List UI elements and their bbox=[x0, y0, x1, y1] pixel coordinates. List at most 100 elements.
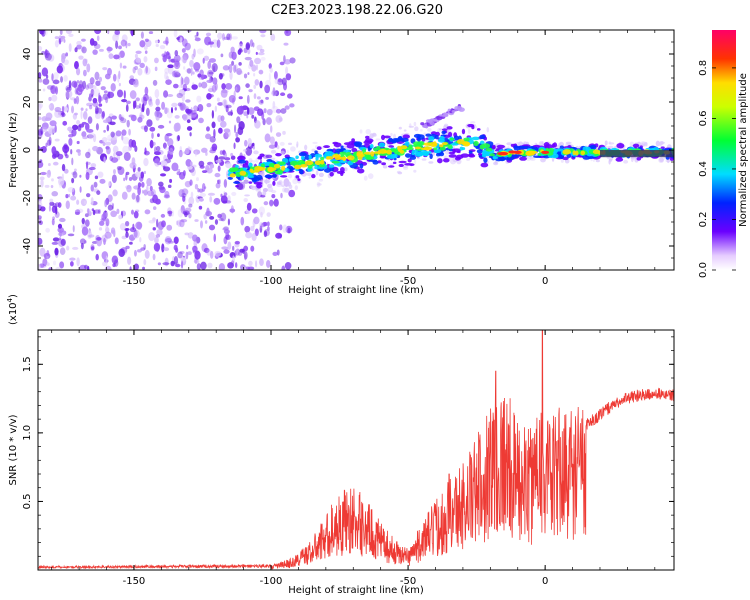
noise-blob bbox=[80, 238, 86, 245]
haze-blob bbox=[565, 141, 572, 144]
ridge-blob bbox=[580, 150, 586, 156]
noise-blob bbox=[196, 177, 199, 182]
y-tick-label: 1.0 bbox=[22, 425, 33, 441]
noise-blob bbox=[161, 243, 165, 253]
ridge-blob bbox=[386, 149, 392, 155]
noise-blob bbox=[115, 151, 123, 157]
noise-blob bbox=[38, 72, 42, 79]
ridge-blob bbox=[496, 144, 505, 149]
noise-blob bbox=[245, 42, 251, 51]
noise-blob bbox=[103, 237, 106, 246]
noise-blob bbox=[245, 83, 250, 88]
haze-blob bbox=[270, 149, 277, 154]
noise-blob bbox=[79, 186, 82, 193]
noise-blob bbox=[196, 263, 201, 270]
noise-blob bbox=[66, 245, 70, 251]
noise-blob bbox=[277, 78, 283, 83]
ridge-blob bbox=[324, 151, 330, 156]
noise-blob bbox=[243, 179, 249, 184]
noise-blob bbox=[253, 216, 260, 225]
ridge-blob bbox=[314, 153, 323, 158]
noise-blob bbox=[209, 216, 215, 220]
noise-blob bbox=[212, 65, 216, 73]
haze-blob bbox=[317, 183, 322, 186]
noise-blob bbox=[217, 102, 224, 106]
noise-blob bbox=[137, 186, 141, 196]
x-tick-label: -100 bbox=[260, 576, 283, 587]
noise-blob bbox=[88, 131, 95, 140]
noise-blob bbox=[52, 216, 55, 221]
noise-blob bbox=[91, 94, 94, 98]
noise-blob bbox=[173, 72, 181, 78]
ridge-blob bbox=[378, 148, 387, 154]
ridge-blob bbox=[479, 144, 485, 150]
noise-blob bbox=[251, 232, 257, 242]
noise-blob bbox=[45, 227, 50, 233]
noise-blob bbox=[283, 58, 291, 65]
ridge-blob bbox=[479, 134, 486, 140]
noise-blob bbox=[96, 236, 102, 241]
noise-blob bbox=[179, 37, 183, 43]
noise-blob bbox=[251, 208, 258, 214]
haze-blob bbox=[250, 160, 257, 163]
noise-blob bbox=[167, 210, 173, 215]
noise-blob bbox=[75, 67, 81, 76]
noise-blob bbox=[68, 133, 74, 138]
noise-blob bbox=[256, 96, 261, 100]
ridge-blob bbox=[331, 161, 340, 164]
ridge-blob bbox=[557, 154, 564, 159]
noise-blob bbox=[102, 93, 109, 100]
haze-blob bbox=[288, 184, 293, 189]
x-tick-label: 0 bbox=[542, 276, 548, 287]
ridge-blob bbox=[475, 146, 480, 150]
noise-blob bbox=[197, 187, 200, 193]
noise-blob bbox=[155, 98, 160, 106]
ridge-blob bbox=[452, 148, 456, 154]
ridge-blob bbox=[356, 168, 365, 174]
haze-blob bbox=[359, 129, 363, 134]
noise-blob bbox=[50, 85, 56, 94]
ridge-blob bbox=[533, 155, 542, 159]
noise-blob bbox=[48, 96, 52, 102]
noise-blob bbox=[227, 195, 231, 203]
noise-blob bbox=[201, 147, 208, 153]
haze-blob bbox=[398, 126, 402, 130]
noise-blob bbox=[87, 208, 91, 213]
noise-blob bbox=[72, 113, 78, 120]
noise-blob bbox=[72, 225, 75, 233]
noise-blob bbox=[98, 220, 105, 226]
noise-blob bbox=[93, 88, 101, 97]
noise-blob bbox=[243, 111, 248, 117]
hotspot-blob bbox=[541, 150, 550, 154]
noise-blob bbox=[217, 32, 223, 40]
noise-blob bbox=[248, 89, 253, 93]
ridge-blob bbox=[254, 165, 263, 172]
colorbar-tick-label: 0.2 bbox=[698, 212, 709, 228]
noise-blob bbox=[48, 163, 51, 167]
noise-blob bbox=[215, 182, 221, 189]
noise-blob bbox=[256, 44, 263, 51]
branch-blob bbox=[429, 118, 435, 122]
noise-blob bbox=[177, 251, 183, 259]
noise-blob bbox=[259, 221, 264, 229]
noise-blob bbox=[111, 255, 119, 264]
noise-blob bbox=[233, 90, 236, 99]
ridge-blob bbox=[277, 161, 286, 165]
noise-blob bbox=[213, 128, 216, 139]
noise-blob bbox=[125, 100, 132, 105]
noise-blob bbox=[75, 95, 80, 105]
ridge-blob bbox=[437, 158, 443, 164]
noise-blob bbox=[42, 258, 48, 266]
ridge-blob bbox=[398, 163, 404, 168]
noise-blob bbox=[85, 161, 89, 170]
haze-blob bbox=[296, 143, 299, 149]
colorbar-tick-label: 0.0 bbox=[698, 262, 709, 278]
x-tick-label: -50 bbox=[400, 276, 416, 287]
noise-blob bbox=[146, 119, 153, 127]
branch-blob bbox=[458, 107, 465, 112]
haze-blob bbox=[528, 157, 534, 160]
ridge-blob bbox=[429, 141, 438, 148]
noise-blob bbox=[128, 177, 133, 182]
spectrogram-y-label: Frequency (Hz) bbox=[8, 112, 19, 188]
noise-blob bbox=[118, 82, 121, 87]
